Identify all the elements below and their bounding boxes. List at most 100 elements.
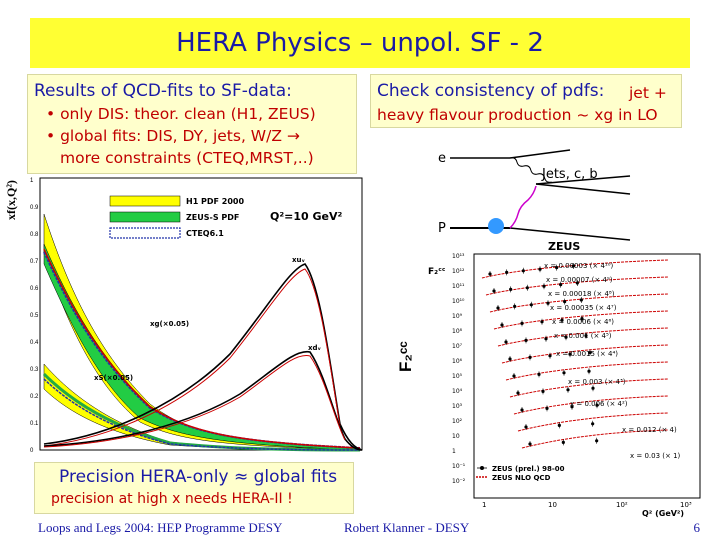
series-label: x = 0.0006 (× 4⁶): [552, 318, 614, 326]
heavy-flavour-text: heavy flavour production ~ xg in LO: [377, 106, 658, 124]
f2cc-xtick: 10²: [616, 501, 628, 509]
f2cc-ytick: 10¹²: [452, 268, 465, 275]
precision-heading: Precision HERA-only ≈ global fits: [59, 467, 338, 487]
pdf-ytick: 0.4: [30, 340, 39, 346]
pdf-ytick: 0: [30, 448, 34, 454]
nlo-curve: [493, 310, 669, 330]
f2cc-ytick: 10¹⁰: [452, 298, 465, 305]
photon-line: [509, 157, 552, 183]
qcd-fits-heading: Results of QCD-fits to SF-data:: [34, 81, 292, 101]
legend-zeus-nlo: ZEUS NLO QCD: [492, 474, 551, 482]
nlo-curve: [509, 378, 669, 398]
pdf-ytick: 0.7: [30, 259, 39, 265]
legend-zeus-data: ZEUS (prel.) 98-00: [492, 465, 565, 473]
legend-zeus-swatch: [109, 211, 181, 223]
jet-plus-text: jet +: [629, 84, 667, 102]
f2cc-ytick: 10³: [452, 403, 463, 410]
consistency-heading: Check consistency of pdfs:: [377, 81, 605, 101]
nlo-curve: [517, 412, 669, 432]
jets-label: Jets, c, b: [541, 167, 598, 182]
f2cc-ytick: 10: [452, 433, 460, 440]
series-label: x = 0.00007 (× 4⁹): [546, 276, 613, 284]
page-number: 6: [693, 520, 701, 535]
legend-cteq: CTEQ6.1: [186, 229, 224, 238]
pdf-ylabel: xf(x,Q²): [4, 180, 18, 220]
electron-out-line: [509, 149, 571, 159]
legend-cteq-swatch: [109, 227, 181, 239]
xg-label: xg(×0.05): [150, 320, 189, 328]
nlo-curve: [521, 429, 669, 449]
f2cc-ytick: 10¹³: [452, 253, 465, 260]
pdf-ytick: 0.5: [30, 313, 39, 319]
xuv-curve-red: [43, 268, 341, 447]
bullet-global-fits: • global fits: DIS, DY, jets, W/Z →: [46, 127, 300, 145]
nlo-curve: [481, 259, 669, 279]
pdf-ytick: 0.3: [30, 367, 39, 373]
series-label: x = 0.0015 (× 4⁴): [556, 350, 618, 358]
pdf-yticks: 1 0.9 0.8 0.7 0.6 0.5 0.4 0.3 0.2 0.1 0: [30, 178, 39, 454]
f2cc-series: [481, 259, 669, 449]
pdf-ytick: 0.9: [30, 205, 39, 211]
nlo-curve: [497, 327, 669, 347]
legend-h1: H1 PDF 2000: [186, 197, 245, 206]
pdf-q2-label: Q²=10 GeV²: [270, 210, 343, 223]
bullet-dis-only: • only DIS: theor. clean (H1, ZEUS): [46, 105, 316, 123]
f2cc-ytick: 10¹¹: [452, 283, 465, 290]
footer-conference: Loops and Legs 2004: HEP Programme DESY: [38, 520, 283, 535]
series-label: x = 0.00018 (× 4⁸): [548, 290, 615, 298]
pdf-ytick: 1: [30, 178, 34, 184]
series-label: x = 0.006 (× 4²): [570, 400, 628, 408]
xuv-label: xuᵥ: [292, 256, 305, 264]
series-label: x = 0.012 (× 4): [622, 426, 677, 434]
pdf-plot-frame: [39, 177, 363, 451]
qcd-fits-panel: Results of QCD-fits to SF-data: • only D…: [27, 74, 357, 174]
f2cc-xticks: 1 10 10² 10³: [482, 501, 692, 509]
xdv-label: xdᵥ: [308, 344, 322, 352]
f2cc-ytick: 10⁴: [452, 388, 463, 395]
proton-label: P: [438, 221, 446, 236]
footer-author: Robert Klanner - DESY: [344, 520, 470, 535]
precision-note: precision at high x needs HERA-II !: [51, 491, 293, 507]
nlo-curve: [501, 344, 669, 364]
legend-zeus: ZEUS-S PDF: [186, 213, 239, 222]
f2cc-series-labels: x = 0.00003 (× 4¹⁰) x = 0.00007 (× 4⁹) x…: [544, 262, 681, 460]
f2cc-big-ylabel: F₂ᶜᶜ: [396, 341, 415, 372]
f2cc-ytick: 10⁷: [452, 343, 463, 350]
f2cc-xtick: 10: [548, 501, 557, 509]
pdf-ytick: 0.8: [30, 232, 39, 238]
pdf-ytick: 0.6: [30, 286, 39, 292]
xs-curve-cteq: [43, 378, 361, 451]
f2cc-ytick: 10⁹: [452, 313, 463, 320]
consistency-panel: Check consistency of pdfs: jet + heavy f…: [370, 74, 682, 128]
jet-line-2: [535, 183, 631, 195]
nlo-curve: [489, 293, 669, 313]
slide-title: HERA Physics – unpol. SF - 2: [176, 28, 544, 58]
f2cc-xtick: 10³: [680, 501, 692, 509]
bullet-more-constraints: more constraints (CTEQ,MRST,..): [60, 149, 314, 167]
series-label: x = 0.03 (× 1): [630, 452, 681, 460]
nlo-curve: [513, 395, 669, 415]
f2cc-small-ylabel: F₂ᶜᶜ: [428, 267, 446, 277]
pdf-plot: 1 0.9 0.8 0.7 0.6 0.5 0.4 0.3 0.2 0.1 0 …: [30, 177, 363, 454]
legend-h1-swatch: [109, 195, 181, 207]
f2cc-yticks: 10¹³ 10¹² 10¹¹ 10¹⁰ 10⁹ 10⁸ 10⁷ 10⁶ 10⁵ …: [452, 253, 466, 485]
electron-label: e: [438, 151, 446, 166]
nlo-curve: [505, 361, 669, 381]
feynman-diagram: e P Jets, c, b: [438, 149, 631, 241]
series-label: x = 0.00035 (× 4⁷): [550, 304, 617, 312]
nlo-curve: [485, 276, 669, 296]
f2cc-ytick: 10⁸: [452, 328, 463, 335]
xs-label: xS(×0.05): [94, 374, 133, 382]
pdf-ytick: 0.2: [30, 394, 39, 400]
f2cc-xtick: 1: [482, 501, 486, 509]
f2cc-ytick: 10⁻¹: [452, 463, 466, 470]
jet-line-1: [535, 175, 631, 185]
proton-remnant-line: [509, 227, 631, 241]
f2cc-ytick: 10⁵: [452, 373, 463, 380]
f2cc-xlabel: Q² (GeV²): [642, 509, 684, 518]
proton-blob: [488, 218, 504, 234]
pdf-ytick: 0.1: [30, 421, 39, 427]
f2cc-ytick: 10²: [452, 418, 463, 425]
series-label: x = 0.00003 (× 4¹⁰): [544, 262, 614, 270]
f2cc-plot: ZEUS F₂ᶜᶜ 10¹³ 10¹² 10¹¹ 10¹⁰ 10⁹ 10⁸ 10…: [428, 240, 701, 518]
